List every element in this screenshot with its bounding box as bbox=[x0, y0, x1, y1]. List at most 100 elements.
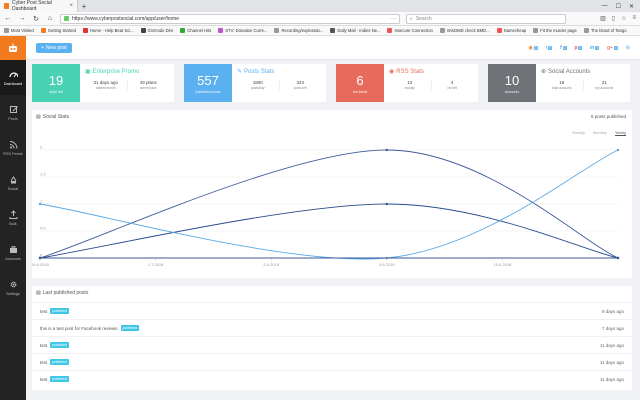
sidebar-item-accounts[interactable]: Accounts bbox=[0, 235, 26, 270]
menu-icon[interactable]: ≡ bbox=[632, 15, 636, 21]
library-icon[interactable]: ▥ bbox=[600, 16, 606, 22]
stat-card-subs: 13 rss/day 4 rss left bbox=[389, 80, 473, 90]
table-row[interactable]: test published 11 days ago bbox=[32, 353, 632, 370]
sidebar-item-dashboard[interactable]: Dashboard bbox=[0, 60, 26, 95]
rss-icon bbox=[9, 140, 17, 149]
range-option-monthly[interactable]: Monthly bbox=[593, 130, 608, 135]
post-time: 11 days ago bbox=[599, 376, 624, 382]
sidebar-item-label: Accounts bbox=[5, 256, 21, 261]
close-tab-icon[interactable]: × bbox=[69, 3, 73, 9]
sidebar-item-label: Settings bbox=[6, 291, 20, 296]
sidebar-item-rss-feeds[interactable]: RSS Feeds bbox=[0, 130, 26, 165]
post-time: 11 days ago bbox=[599, 342, 624, 348]
google-plus-counter[interactable]: g+ 0 bbox=[607, 45, 618, 51]
stat-card-sub-value: 18 bbox=[559, 80, 565, 85]
back-icon[interactable]: ← bbox=[4, 15, 12, 22]
new-post-label: New post bbox=[45, 44, 67, 51]
users-icon: ⊕ bbox=[541, 69, 547, 75]
series-line-2 bbox=[39, 203, 619, 259]
table-row[interactable]: test published 11 days ago bbox=[32, 336, 632, 353]
y-tick-label: 1.5 bbox=[40, 172, 46, 177]
range-selector: Weekly Monthly Yearly bbox=[572, 130, 626, 135]
stat-card-number: 6 bbox=[356, 72, 364, 88]
stat-card-title: ▣ Enterprise Promo bbox=[85, 68, 169, 76]
bookmark-item[interactable]: Recording/exploratio... bbox=[274, 28, 323, 33]
sidebar-toggle-icon[interactable]: ▯ bbox=[611, 16, 616, 22]
status-badge: published bbox=[120, 325, 140, 331]
share-icon bbox=[10, 175, 16, 183]
stat-card-sub: 13 rss/day bbox=[389, 80, 432, 90]
forward-icon[interactable]: → bbox=[18, 15, 26, 22]
sidebar-item-posts[interactable]: Posts bbox=[0, 95, 26, 130]
table-row[interactable]: this is a test post for Facebook reviews… bbox=[32, 319, 632, 336]
social-stats-chart: 0 0.5 1 1.5 2 26.6.2018 1.7.2018 2.6.2018 5.6.20… bbox=[32, 145, 620, 267]
close-window-icon[interactable]: ✕ bbox=[628, 3, 634, 10]
sidebar-item-social[interactable]: Social bbox=[0, 165, 26, 200]
stat-card-title-text: Posts Stats bbox=[244, 68, 275, 75]
url-text: https://www.cyberpostsocial.com/app/user… bbox=[72, 15, 179, 22]
linkedin-counter[interactable]: in 0 bbox=[590, 45, 600, 51]
rss-counter[interactable]: ◉ 0 bbox=[529, 45, 538, 51]
app-header: + New post ◉ 0 t 0 f 0 p 0 in 0 g+ 0 ⊞ bbox=[26, 36, 640, 60]
app-sidebar: Dashboard Posts RSS Feeds Social Bulk Account… bbox=[0, 36, 26, 400]
stat-card-highlight: 6 rss feeds bbox=[336, 64, 384, 102]
edit-icon bbox=[9, 105, 18, 113]
stat-card-sub-label: total accounts bbox=[551, 86, 572, 90]
lock-icon bbox=[64, 16, 69, 21]
status-badge: published bbox=[50, 342, 69, 348]
post-time: 11 days ago bbox=[599, 359, 624, 365]
sidebar-item-settings[interactable]: Settings bbox=[0, 270, 26, 305]
stat-card-subs: 1800 posts/day 343 posts left bbox=[237, 80, 321, 90]
new-tab-button[interactable]: + bbox=[81, 1, 87, 11]
star-icon[interactable]: ☆ bbox=[621, 16, 627, 22]
browser-tab[interactable]: Cyber Post Social Dashboard × bbox=[0, 0, 78, 12]
bookmark-item[interactable]: WinDMD check BMD... bbox=[439, 28, 490, 33]
bookmark-item[interactable]: Home - Help Beat Sci... bbox=[82, 28, 134, 33]
bookmark-item[interactable]: Fit the murder page bbox=[533, 28, 577, 33]
search-input[interactable]: ⌕ Search bbox=[406, 13, 566, 24]
page-actions-icon[interactable]: ··· bbox=[390, 15, 396, 22]
app-logo[interactable] bbox=[0, 36, 26, 60]
stat-card: 557 published posts ✎ Posts Stats 1800 posts/… bbox=[184, 64, 326, 102]
bookmark-item[interactable]: Insecure Connection bbox=[387, 28, 433, 33]
y-tick-label: 2 bbox=[40, 145, 43, 150]
table-row[interactable]: test published 11 days ago bbox=[32, 370, 632, 387]
bookmark-label: Most Visited bbox=[11, 28, 34, 33]
grid-counter[interactable]: ⊞ bbox=[626, 45, 630, 51]
gear-icon bbox=[10, 281, 16, 287]
bookmark-item[interactable]: Gizmodo Dire bbox=[140, 28, 173, 33]
url-bar[interactable]: https://www.cyberpostsocial.com/app/user… bbox=[60, 13, 400, 24]
stat-card-sub-value: 21 bbox=[601, 80, 607, 85]
range-option-weekly[interactable]: Weekly bbox=[571, 130, 585, 135]
twitter-icon: t bbox=[545, 44, 548, 51]
bookmark-item[interactable]: Getting Started bbox=[40, 28, 76, 33]
table-row[interactable]: test published 9 days ago bbox=[32, 302, 632, 319]
bookmark-icon bbox=[140, 28, 146, 33]
sidebar-item-label: Bulk bbox=[9, 221, 17, 226]
new-post-button[interactable]: + New post bbox=[36, 42, 72, 53]
minimize-icon[interactable]: — bbox=[601, 2, 608, 9]
bookmark-item[interactable]: Daily Mail - Indies Ne... bbox=[330, 28, 380, 33]
briefcase-icon: ▣ bbox=[85, 69, 91, 75]
home-icon[interactable]: ⌂ bbox=[47, 15, 53, 22]
post-text: this is a test post for Facebook reviews bbox=[40, 325, 118, 331]
bookmark-icon bbox=[387, 28, 393, 33]
bookmark-item[interactable]: Most Visited bbox=[4, 28, 34, 33]
reload-icon[interactable]: ↻ bbox=[33, 15, 39, 23]
stat-card: 10 accounts ⊕ Social Accounts 18 total accoun… bbox=[488, 64, 630, 102]
bookmark-label: Getting Started bbox=[47, 28, 76, 33]
maximize-icon[interactable]: ☐ bbox=[615, 3, 621, 10]
stat-card-title: ◉ RSS Stats bbox=[389, 68, 473, 76]
sidebar-item-bulk[interactable]: Bulk bbox=[0, 200, 26, 235]
range-option-yearly[interactable]: Yearly bbox=[615, 130, 626, 135]
bookmark-item[interactable]: STV: Donation Curre... bbox=[218, 28, 267, 33]
stat-card-sub: 31 days ago started month bbox=[85, 80, 128, 90]
stat-card-sub-value: 4 bbox=[450, 80, 454, 85]
bookmark-item[interactable]: Namecheap bbox=[496, 28, 526, 33]
google-plus-icon: g+ bbox=[607, 44, 613, 51]
bookmark-item[interactable]: Channel Hits bbox=[180, 28, 211, 33]
bookmark-item[interactable]: The blood of Tango bbox=[583, 28, 627, 33]
